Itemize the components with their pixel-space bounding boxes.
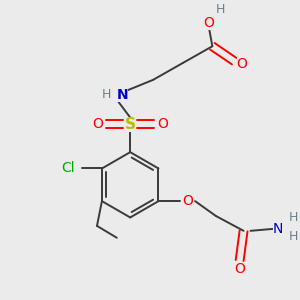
Text: S: S bbox=[125, 117, 136, 132]
Text: N: N bbox=[116, 88, 128, 102]
Text: N: N bbox=[273, 222, 284, 236]
Text: O: O bbox=[92, 117, 103, 131]
Text: O: O bbox=[158, 117, 168, 131]
Text: O: O bbox=[183, 194, 194, 208]
Text: H: H bbox=[216, 3, 225, 16]
Text: H: H bbox=[288, 212, 298, 224]
Text: H: H bbox=[288, 230, 298, 243]
Text: Cl: Cl bbox=[61, 161, 75, 176]
Text: O: O bbox=[203, 16, 214, 29]
Text: O: O bbox=[234, 262, 245, 276]
Text: H: H bbox=[102, 88, 111, 101]
Text: O: O bbox=[237, 57, 248, 71]
